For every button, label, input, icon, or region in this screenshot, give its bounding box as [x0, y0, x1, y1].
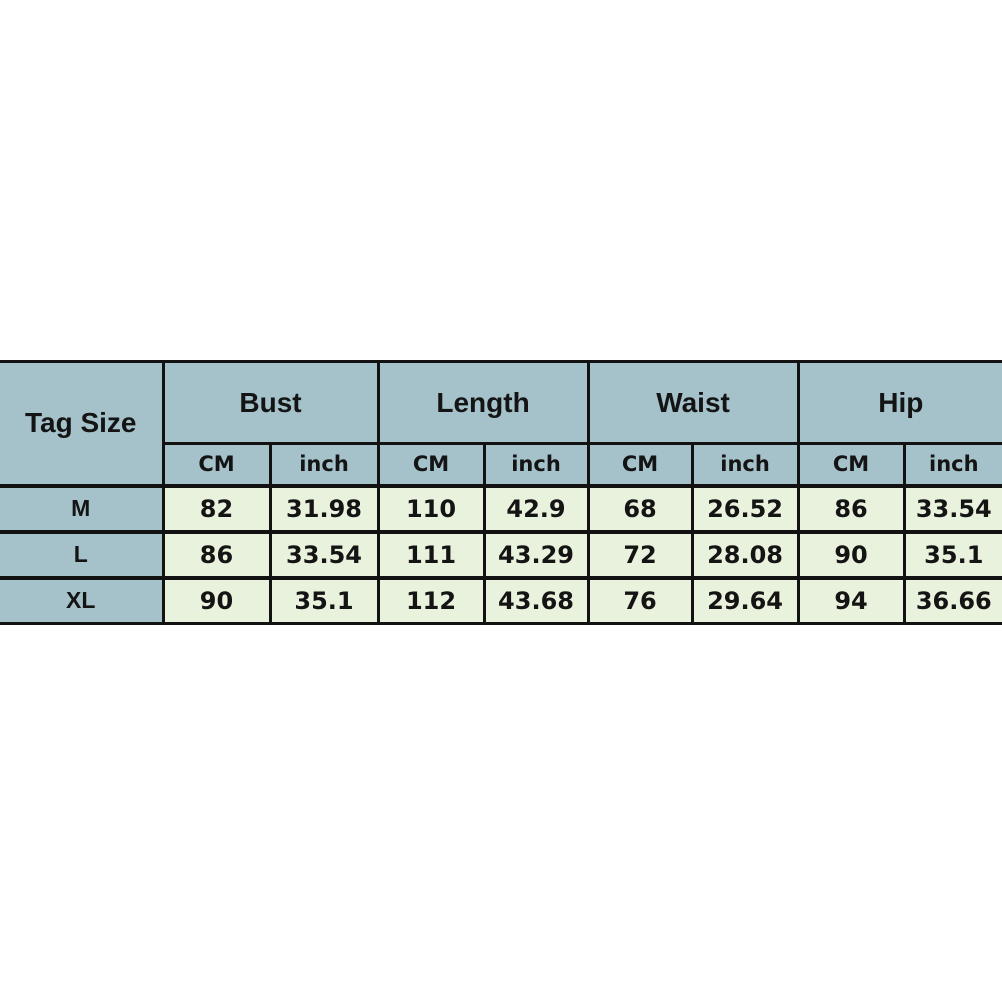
tag-size-header: Tag Size: [0, 360, 165, 487]
value-cell: 110: [376, 484, 486, 533]
table-row-l: L 86 33.54 111 43.29 72 28.08 90 35.1: [0, 530, 1002, 579]
unit-header-hip-cm: CM: [796, 442, 906, 487]
table-row-m: M 82 31.98 110 42.9 68 26.52 86 33.54: [0, 484, 1002, 533]
value-cell: 72: [586, 530, 694, 579]
group-header-bust: Bust: [161, 360, 380, 445]
value-cell: 35.1: [902, 530, 1002, 579]
value-cell: 86: [161, 530, 272, 579]
value-cell: 94: [796, 576, 906, 625]
value-cell: 82: [161, 484, 272, 533]
group-header-row: Tag Size Bust Length Waist Hip: [0, 360, 1002, 487]
group-header-waist: Waist: [586, 360, 800, 445]
value-cell: 90: [796, 530, 906, 579]
value-cell: 68: [586, 484, 694, 533]
value-cell: 76: [586, 576, 694, 625]
unit-header-bust-inch: inch: [268, 442, 380, 487]
value-cell: 28.08: [690, 530, 800, 579]
unit-header-bust-cm: CM: [161, 442, 272, 487]
unit-header-length-cm: CM: [376, 442, 486, 487]
unit-header-length-inch: inch: [482, 442, 590, 487]
value-cell: 31.98: [268, 484, 380, 533]
value-cell: 43.29: [482, 530, 590, 579]
value-cell: 33.54: [902, 484, 1002, 533]
size-chart-table: Tag Size Bust Length Waist Hip CM inch C…: [0, 360, 1002, 625]
value-cell: 112: [376, 576, 486, 625]
value-cell: 29.64: [690, 576, 800, 625]
unit-header-row: CM inch CM inch CM inch CM inch: [0, 442, 1002, 487]
unit-header-waist-inch: inch: [690, 442, 800, 487]
size-cell-xl: XL: [0, 576, 165, 625]
value-cell: 35.1: [268, 576, 380, 625]
value-cell: 90: [161, 576, 272, 625]
value-cell: 26.52: [690, 484, 800, 533]
value-cell: 111: [376, 530, 486, 579]
value-cell: 43.68: [482, 576, 590, 625]
value-cell: 33.54: [268, 530, 380, 579]
group-header-length: Length: [376, 360, 590, 445]
value-cell: 36.66: [902, 576, 1002, 625]
group-header-hip: Hip: [796, 360, 1002, 445]
table-row-xl: XL 90 35.1 112 43.68 76 29.64 94 36.66: [0, 576, 1002, 625]
value-cell: 86: [796, 484, 906, 533]
size-cell-l: L: [0, 530, 165, 579]
unit-header-hip-inch: inch: [902, 442, 1002, 487]
value-cell: 42.9: [482, 484, 590, 533]
size-cell-m: M: [0, 484, 165, 533]
unit-header-waist-cm: CM: [586, 442, 694, 487]
